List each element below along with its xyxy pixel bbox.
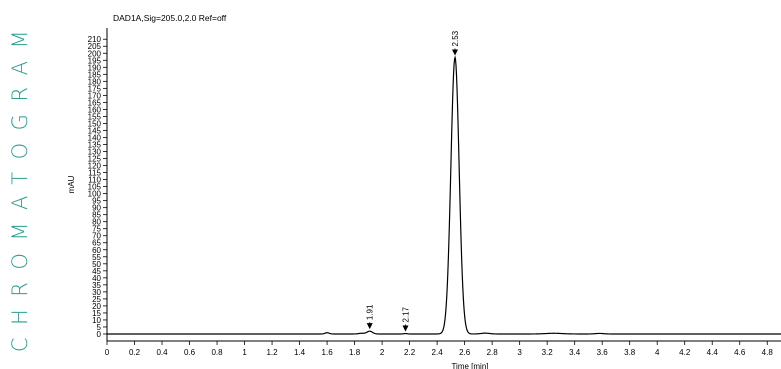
y-tick-label: 0 [97,330,102,339]
y-tick-label: 95 [92,197,101,206]
y-tick-label: 135 [88,140,102,149]
x-tick-label: 1.2 [266,348,278,357]
x-tick-label: 2.4 [432,348,444,357]
x-tick-label: 1.4 [294,348,306,357]
signal-trace [107,55,781,335]
x-tick-label: 4.8 [762,348,774,357]
y-tick-label: 110 [88,176,101,185]
x-tick-label: 4 [655,348,660,357]
y-tick-label: 5 [97,323,102,332]
y-tick-label: 40 [92,274,101,283]
x-tick-label: 3.8 [624,348,636,357]
y-tick-label: 25 [92,295,101,304]
peak-label: 1.91 [366,304,375,320]
x-tick-label: 2.6 [459,348,471,357]
y-tick-label: 75 [92,225,101,234]
y-tick-label: 155 [88,112,102,121]
peak-label: 2.17 [401,306,410,322]
y-tick-label: 15 [92,309,101,318]
y-tick-label: 190 [88,63,102,72]
peak-marker-arrow [402,325,409,332]
y-tick-label: 55 [92,253,101,262]
peak-marker-arrow [366,323,373,330]
y-tick-label: 140 [88,133,102,142]
y-tick-label: 160 [88,105,102,114]
x-tick-label: 2 [380,348,385,357]
y-tick-label: 90 [92,204,101,213]
x-tick-label: 3.2 [542,348,554,357]
y-tick-label: 60 [92,246,101,255]
x-tick-label: 1.8 [349,348,361,357]
x-tick-label: 1 [242,348,247,357]
y-tick-label: 175 [88,84,102,93]
y-tick-label: 125 [88,155,102,164]
y-tick-label: 35 [92,281,101,290]
y-tick-label: 205 [88,42,102,51]
y-tick-label: 100 [88,190,102,199]
x-tick-label: 4.2 [679,348,691,357]
x-axis-label: Time [min] [451,362,488,369]
y-axis-label: mAU [67,175,76,193]
chart-title: DAD1A,Sig=205.0,2.0 Ref=off [113,13,227,23]
y-tick-label: 150 [88,119,102,128]
x-tick-label: 0 [105,348,110,357]
peak-label: 2.53 [451,30,460,46]
y-tick-label: 200 [88,49,102,58]
x-tick-label: 0.4 [156,348,168,357]
y-tick-label: 180 [88,77,102,86]
x-tick-label: 3 [517,348,522,357]
y-tick-label: 120 [88,162,102,171]
y-tick-label: 50 [92,260,101,269]
x-tick-label: 0.2 [129,348,141,357]
x-tick-label: 4.6 [734,348,746,357]
y-tick-label: 115 [88,169,101,178]
y-tick-label: 70 [92,232,101,241]
y-tick-label: 30 [92,288,101,297]
x-tick-label: 3.4 [569,348,581,357]
x-tick-label: 0.6 [184,348,196,357]
x-tick-label: 4.4 [707,348,719,357]
y-tick-label: 65 [92,239,101,248]
y-tick-label: 10 [92,316,101,325]
y-tick-label: 195 [88,56,102,65]
x-tick-label: 2.8 [487,348,499,357]
y-tick-label: 210 [88,35,102,44]
y-tick-label: 105 [88,183,102,192]
x-tick-label: 0.8 [211,348,223,357]
y-tick-label: 130 [88,148,102,157]
y-tick-label: 185 [88,70,102,79]
y-tick-label: 165 [88,98,102,107]
y-tick-label: 80 [92,218,101,227]
y-tick-label: 85 [92,211,101,220]
x-tick-label: 1.6 [322,348,334,357]
y-tick-label: 170 [88,91,102,100]
y-tick-label: 20 [92,302,101,311]
x-tick-label: 3.6 [597,348,609,357]
peak-marker-arrow [452,49,459,56]
y-tick-label: 45 [92,267,101,276]
y-tick-label: 145 [88,126,102,135]
x-tick-label: 2.2 [404,348,416,357]
